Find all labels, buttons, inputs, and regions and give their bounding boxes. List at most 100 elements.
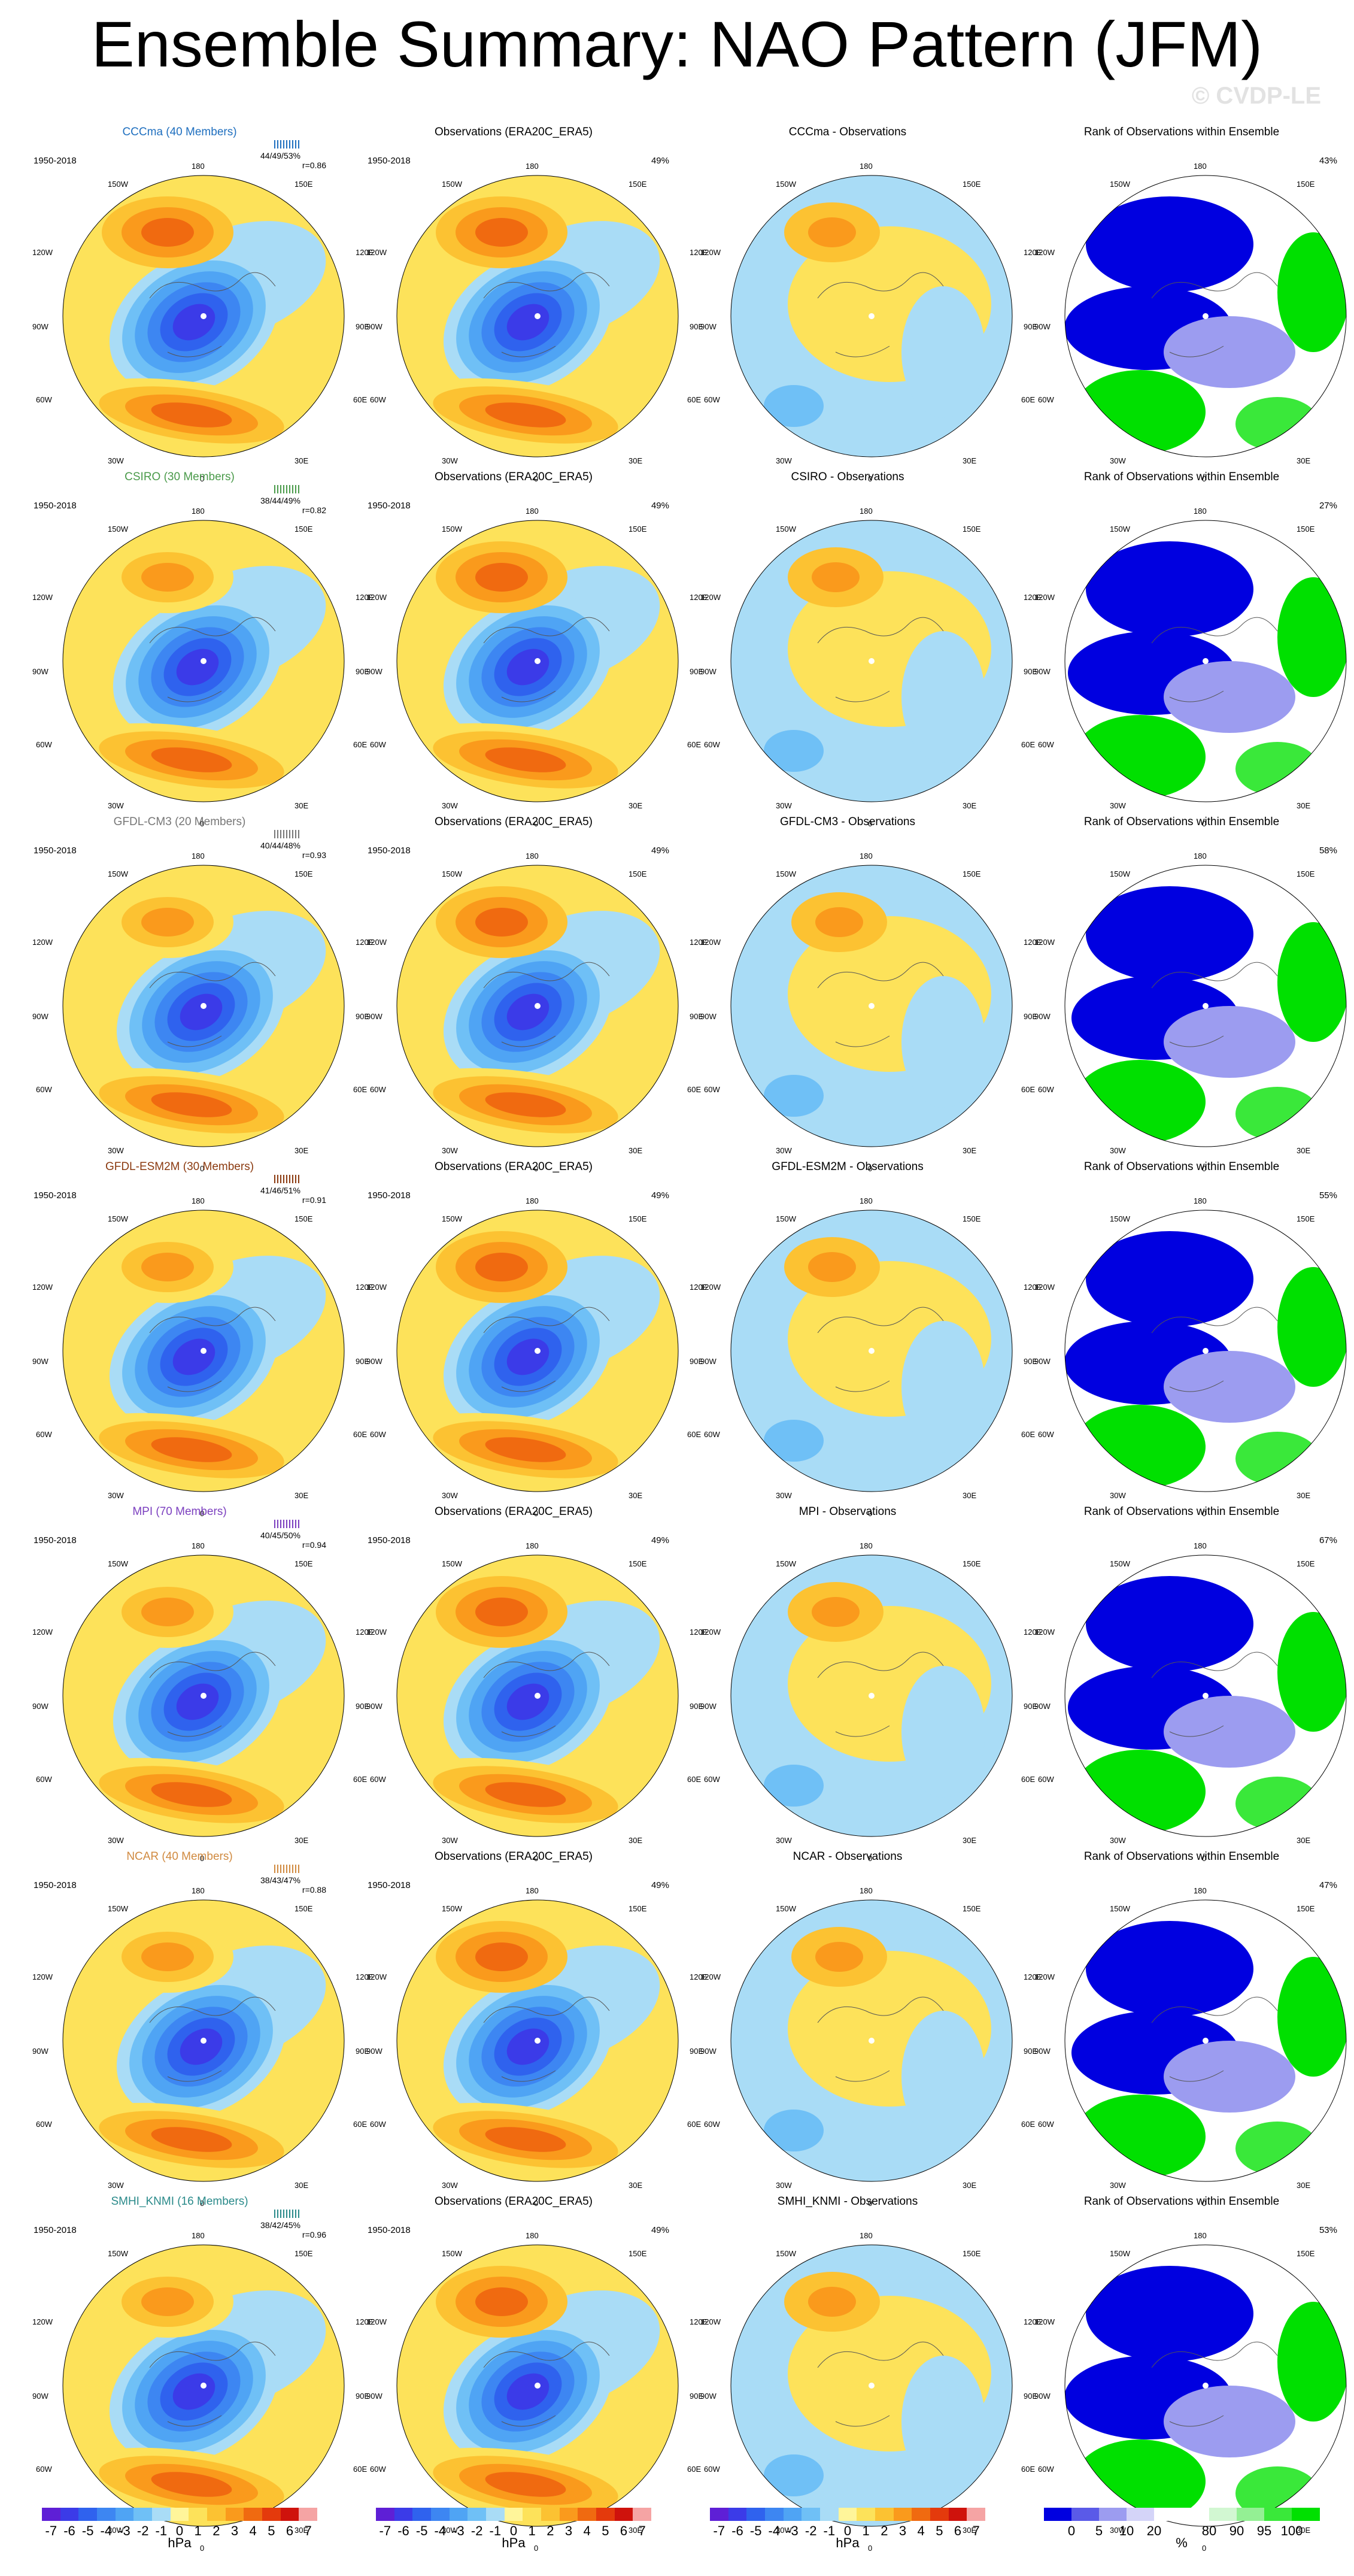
colorbar-swatch: [299, 2508, 318, 2521]
longitude-label: 30W: [776, 801, 792, 810]
colorbar-tick-label: 2: [547, 2523, 554, 2538]
colorbar-tick-label: 100: [1280, 2523, 1303, 2538]
longitude-label: 150W: [776, 525, 796, 534]
longitude-label: 90E: [356, 667, 370, 676]
pattern-stats: 41/46/51% r=0.91: [260, 1186, 326, 1205]
longitude-label: 60W: [370, 395, 386, 404]
colorbar-swatch: [820, 2508, 839, 2521]
period-label: 1950-2018: [34, 501, 77, 511]
rank-map: [1064, 865, 1347, 1147]
colorbar-tick-label: -1: [823, 2523, 836, 2538]
longitude-label: 0: [200, 1854, 205, 1863]
colorbar-tick-label: 5: [936, 2523, 943, 2538]
longitude-label: 150E: [963, 1214, 981, 1223]
rank-title: Rank of Observations within Ensemble: [1083, 126, 1280, 138]
rank-map: [1064, 520, 1347, 802]
pattern-stats: 38/42/45% r=0.96: [260, 2220, 326, 2239]
watermark: © CVDP-LE: [1191, 83, 1321, 109]
longitude-label: 150E: [1297, 525, 1315, 534]
obs-panel: Observations (ERA20C_ERA5) 1950-2018 49% 18…: [358, 1160, 708, 1518]
longitude-label: 60W: [370, 740, 386, 749]
longitude-label: 120W: [700, 1283, 721, 1292]
field-map: [396, 2244, 679, 2527]
obs-panel: Observations (ERA20C_ERA5) 1950-2018 49% 18…: [358, 1850, 708, 2208]
longitude-label: 150E: [295, 869, 313, 878]
longitude-label: 90W: [32, 2047, 48, 2056]
longitude-label: 60W: [1038, 2120, 1054, 2129]
longitude-label: 0: [534, 819, 539, 828]
longitude-label: 60E: [1021, 1775, 1036, 1784]
longitude-label: 90E: [1024, 2392, 1038, 2401]
diff-panel: MPI - Observations 180 150W 150E 120W 120E 90W…: [692, 1505, 1042, 1863]
longitude-label: 0: [868, 474, 873, 483]
longitude-label: 120E: [1024, 593, 1042, 602]
longitude-label: 0: [534, 2544, 539, 2553]
longitude-label: 120E: [356, 1972, 374, 1981]
longitude-label: 90E: [356, 2392, 370, 2401]
pattern-stats: 38/43/47% r=0.88: [260, 1875, 326, 1895]
colorbar-tick-label: -4: [434, 2523, 447, 2538]
longitude-label: 60W: [370, 1775, 386, 1784]
longitude-label: 30E: [1297, 801, 1311, 810]
period-label: 1950-2018: [34, 2225, 77, 2235]
colorbar-swatch: [60, 2508, 79, 2521]
member-tick: [283, 2210, 284, 2218]
model-panel: CSIRO (30 Members) 1950-2018 38/44/49% r=0.…: [24, 471, 374, 828]
pattern-stats: 40/44/48% r=0.93: [260, 841, 326, 860]
rank-colorbar: 0 5 10 20 80 90 95 100%: [1026, 2508, 1337, 2550]
longitude-label: 120E: [690, 593, 708, 602]
longitude-label: 30W: [1110, 1836, 1126, 1845]
colorbar-swatch: [614, 2508, 633, 2521]
rank-title: Rank of Observations within Ensemble: [1083, 471, 1280, 483]
longitude-label: 120W: [32, 1972, 53, 1981]
longitude-label: 150E: [1297, 180, 1315, 189]
obs-variance-pct: 49%: [651, 1880, 669, 1890]
obs-title: Observations (ERA20C_ERA5): [435, 471, 593, 483]
longitude-label: 180: [192, 1886, 205, 1895]
longitude-label: 150E: [1297, 869, 1315, 878]
colorbar-tick-label: 1: [194, 2523, 202, 2538]
correlation: r=0.93: [302, 850, 326, 860]
rank-map: [1064, 175, 1347, 457]
ensemble-spread-strip: [262, 2208, 310, 2219]
colorbar-tick-label: -1: [489, 2523, 502, 2538]
longitude-label: 60E: [687, 2465, 702, 2474]
longitude-label: 180: [526, 1541, 539, 1550]
longitude-label: 150E: [629, 1214, 647, 1223]
field-map: [62, 1210, 345, 1492]
diff-map: [730, 520, 1013, 802]
longitude-label: 120W: [32, 1283, 53, 1292]
rank-panel: Rank of Observations within Ensemble 27% 1…: [1026, 471, 1347, 828]
longitude-label: 60W: [704, 2465, 720, 2474]
hpa-colorbar-2: -7 -6 -5 -4 -3 -2 -1 0 1 2 3 4 5 6 7 hPa: [358, 2508, 669, 2550]
longitude-label: 150E: [963, 869, 981, 878]
period-label: 1950-2018: [34, 1880, 77, 1890]
longitude-label: 120W: [1034, 938, 1055, 947]
longitude-label: 0: [200, 1164, 205, 1173]
longitude-label: 30W: [442, 1146, 458, 1155]
longitude-label: 60W: [36, 1775, 52, 1784]
longitude-label: 180: [1194, 851, 1207, 860]
longitude-label: 90E: [690, 2047, 704, 2056]
longitude-label: 120W: [32, 2317, 53, 2326]
period-label: 1950-2018: [34, 156, 77, 166]
member-tick: [298, 485, 299, 493]
member-tick: [295, 485, 296, 493]
member-tick: [298, 140, 299, 149]
longitude-label: 60E: [1021, 2465, 1036, 2474]
rank-panel: Rank of Observations within Ensemble 67% 1…: [1026, 1505, 1347, 1863]
longitude-label: 120W: [366, 248, 387, 257]
longitude-label: 120E: [1024, 938, 1042, 947]
diff-title: NCAR - Observations: [793, 1850, 903, 1863]
diff-title: GFDL-CM3 - Observations: [780, 816, 915, 828]
obs-variance-pct: 49%: [651, 501, 669, 511]
longitude-label: 180: [192, 1196, 205, 1205]
correlation: r=0.96: [302, 2230, 326, 2239]
longitude-label: 30E: [963, 1836, 977, 1845]
longitude-label: 30E: [629, 1836, 643, 1845]
longitude-label: 150E: [629, 2249, 647, 2258]
model-panel: CCCma (40 Members) 1950-2018 44/49/53% r=0.…: [24, 126, 374, 483]
longitude-label: 60E: [353, 395, 368, 404]
longitude-label: 120W: [700, 248, 721, 257]
field-map: [62, 520, 345, 802]
